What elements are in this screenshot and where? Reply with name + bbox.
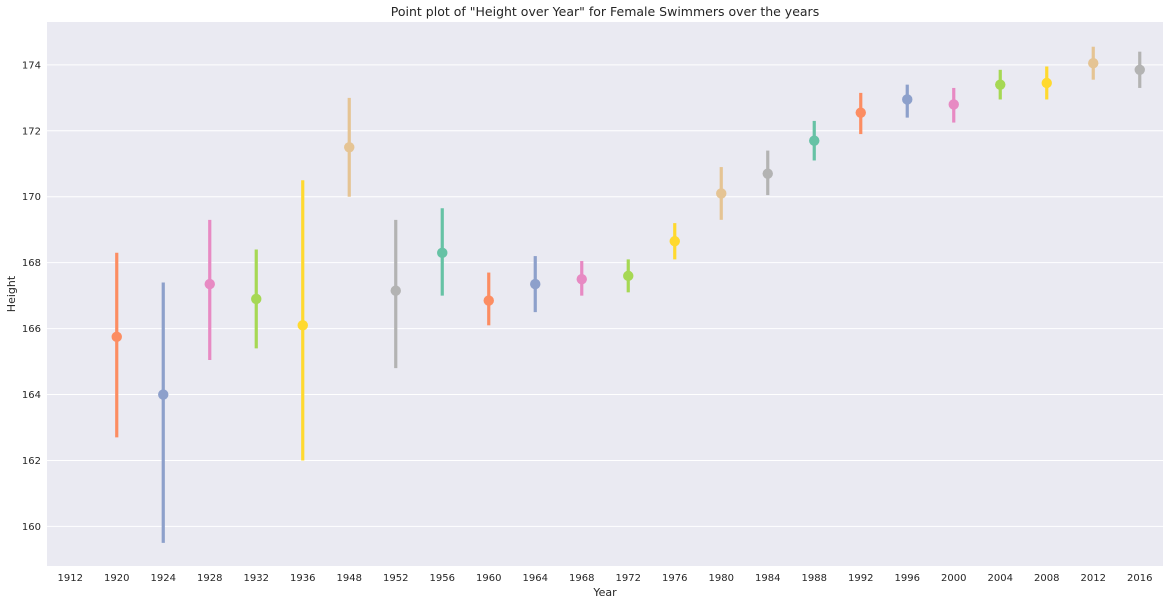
y-tick-label: 166 xyxy=(22,324,41,335)
y-tick-label: 164 xyxy=(22,390,41,401)
x-tick-label: 2012 xyxy=(1081,573,1106,584)
x-tick-label: 1976 xyxy=(662,573,687,584)
x-tick-label: 2016 xyxy=(1127,573,1152,584)
data-point xyxy=(111,331,122,343)
chart-title: Point plot of "Height over Year" for Fem… xyxy=(391,4,819,19)
data-point xyxy=(669,236,680,247)
data-point xyxy=(902,94,913,105)
x-tick-label: 1948 xyxy=(337,573,362,584)
x-tick-label: 2008 xyxy=(1034,573,1059,584)
y-tick-label: 162 xyxy=(22,456,41,467)
plot-area xyxy=(47,22,1163,566)
x-tick-label: 1912 xyxy=(58,573,83,584)
x-tick-label: 2000 xyxy=(941,573,966,584)
y-tick-label: 174 xyxy=(22,60,41,71)
data-point xyxy=(762,168,773,179)
y-tick-label: 170 xyxy=(22,192,41,203)
data-point xyxy=(1088,58,1099,69)
x-tick-label: 1996 xyxy=(895,573,920,584)
x-tick-label: 1988 xyxy=(802,573,827,584)
x-tick-label: 1984 xyxy=(755,573,780,584)
y-axis-label: Height xyxy=(5,275,18,312)
data-point xyxy=(948,99,959,110)
x-tick-label: 2004 xyxy=(988,573,1013,584)
data-point xyxy=(855,107,866,118)
x-tick-label: 1980 xyxy=(709,573,734,584)
x-tick-label: 1964 xyxy=(523,573,548,584)
data-point xyxy=(530,278,541,290)
x-tick-label: 1928 xyxy=(197,573,222,584)
y-tick-label: 168 xyxy=(22,258,41,269)
y-axis-ticks: 160 162 164 166 168 170 172 174 xyxy=(22,60,41,533)
data-point xyxy=(1134,64,1145,76)
data-point xyxy=(809,135,820,146)
x-tick-label: 1968 xyxy=(569,573,594,584)
data-point xyxy=(344,142,355,153)
data-point xyxy=(158,389,169,400)
x-tick-label: 1960 xyxy=(476,573,501,584)
gridlines xyxy=(47,64,1163,527)
x-tick-label: 1920 xyxy=(104,573,129,584)
data-point xyxy=(1041,77,1052,89)
data-point xyxy=(297,320,308,331)
x-tick-label: 1952 xyxy=(383,573,408,584)
x-axis-ticks: 1912 1920 1924 1928 1932 1936 1948 1952 1956 1960… xyxy=(58,573,1153,584)
data-point xyxy=(716,188,727,199)
data-point xyxy=(623,270,634,282)
x-tick-label: 1924 xyxy=(151,573,176,584)
y-tick-label: 172 xyxy=(22,126,41,137)
data-point xyxy=(483,295,494,306)
x-tick-label: 1936 xyxy=(290,573,315,584)
data-marks xyxy=(111,46,1145,543)
data-point xyxy=(995,79,1006,90)
x-tick-label: 1972 xyxy=(616,573,641,584)
data-point xyxy=(390,285,401,296)
data-point xyxy=(576,273,587,285)
data-point xyxy=(251,293,262,305)
data-point xyxy=(204,278,215,290)
data-point xyxy=(437,247,448,258)
x-axis-label: Year xyxy=(592,586,617,599)
x-tick-label: 1932 xyxy=(244,573,269,584)
y-tick-label: 160 xyxy=(22,522,41,533)
x-tick-label: 1956 xyxy=(430,573,455,584)
x-tick-label: 1992 xyxy=(848,573,873,584)
